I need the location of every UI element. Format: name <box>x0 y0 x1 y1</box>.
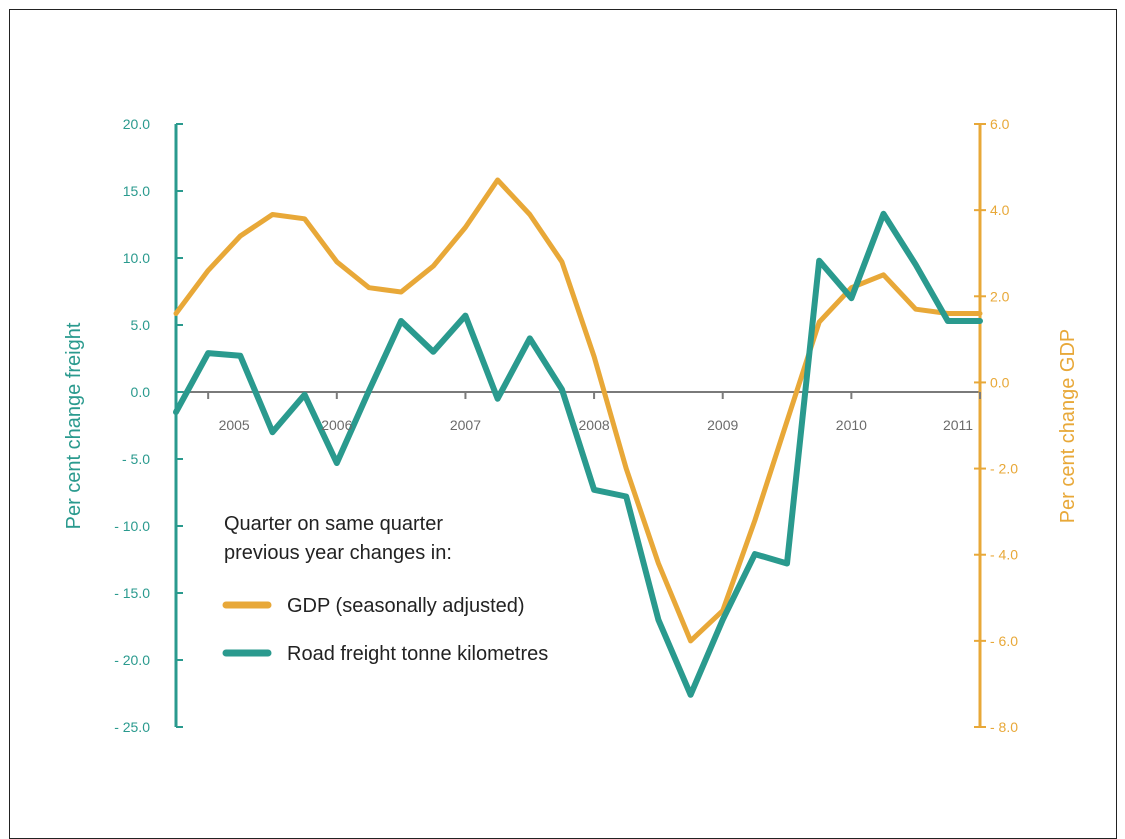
right-axis-tick-label: 0.0 <box>990 374 1010 390</box>
freight-series-line <box>173 210 983 698</box>
legend-label-gdp: GDP (seasonally adjusted) <box>287 595 525 617</box>
left-axis-tick-label: 20.0 <box>123 116 150 132</box>
chart-frame <box>9 9 1117 839</box>
legend-heading-line1: Quarter on same quarter <box>224 513 443 535</box>
left-axis-title: Per cent change freight <box>63 322 85 529</box>
left-axis-tick-label: - 20.0 <box>114 652 150 668</box>
right-axis-tick-label: - 2.0 <box>990 461 1018 477</box>
left-axis-tick-label: 10.0 <box>123 250 150 266</box>
x-axis-tick-label: 2008 <box>579 417 610 433</box>
x-axis-tick-label: 2006 <box>321 417 352 433</box>
right-axis-tick-label: 2.0 <box>990 288 1010 304</box>
left-axis-tick-label: - 5.0 <box>122 451 150 467</box>
left-axis-tick-label: - 10.0 <box>114 518 150 534</box>
x-axis-tick-label: 2011 <box>943 417 973 433</box>
right-axis-tick-label: - 4.0 <box>990 547 1018 563</box>
left-axis-tick-label: - 25.0 <box>114 719 150 735</box>
legend-label-freight: Road freight tonne kilometres <box>287 643 548 665</box>
right-axis-title: Per cent change GDP <box>1057 329 1079 524</box>
legend-heading-line2: previous year changes in: <box>224 542 452 564</box>
right-axis-tick-label: 4.0 <box>990 202 1010 218</box>
x-axis-tick-label: 2010 <box>836 417 867 433</box>
left-axis-tick-label: 15.0 <box>123 183 150 199</box>
gdp-series-line <box>173 177 983 644</box>
axes-layer <box>174 123 986 728</box>
series-layer <box>173 177 983 698</box>
right-axis-tick-label: - 8.0 <box>990 719 1018 735</box>
x-axis-tick-label: 2005 <box>219 417 250 433</box>
right-axis-tick-label: 6.0 <box>990 116 1010 132</box>
x-axis-tick-label: 2009 <box>707 417 738 433</box>
left-axis-tick-label: - 15.0 <box>114 585 150 601</box>
x-axis-tick-label: 2007 <box>450 417 481 433</box>
left-axis-tick-label: 0.0 <box>131 384 151 400</box>
labels-layer: Per cent change freight Per cent change … <box>63 116 1079 735</box>
legend: Quarter on same quarter previous year ch… <box>222 513 548 665</box>
left-axis-tick-label: 5.0 <box>131 317 151 333</box>
right-axis-tick-label: - 6.0 <box>990 633 1018 649</box>
